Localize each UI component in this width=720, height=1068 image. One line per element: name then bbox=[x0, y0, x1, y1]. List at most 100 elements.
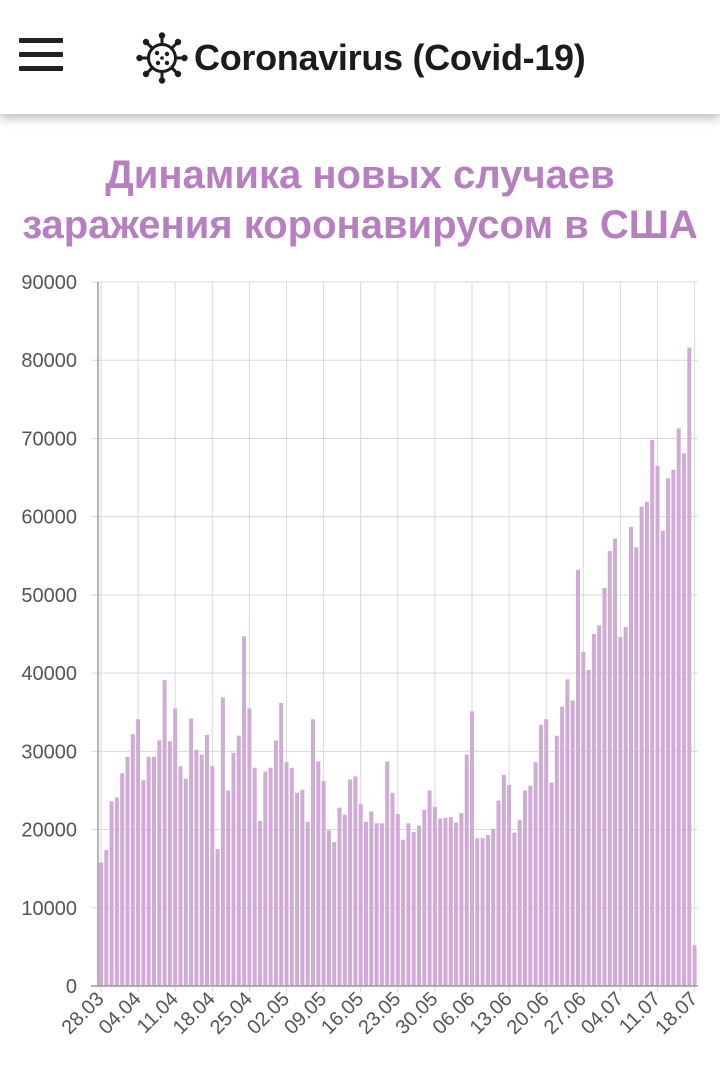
bar bbox=[152, 756, 156, 986]
bar bbox=[374, 823, 379, 986]
bar bbox=[353, 776, 358, 986]
bar bbox=[475, 838, 480, 986]
x-tick-label: 13.06 bbox=[466, 988, 517, 1039]
x-tick-label: 25.04 bbox=[206, 988, 257, 1039]
chart-title-line-2: заражения коронавирусом в США bbox=[22, 203, 698, 247]
bar bbox=[528, 785, 533, 986]
bar bbox=[321, 781, 326, 986]
bar bbox=[220, 697, 225, 986]
bar bbox=[210, 766, 215, 986]
bar bbox=[189, 718, 194, 986]
chart-title-line-1: Динамика новых случаев bbox=[105, 153, 615, 197]
bar bbox=[687, 347, 692, 986]
bar bbox=[242, 636, 247, 986]
bar bbox=[215, 849, 220, 986]
bar bbox=[422, 810, 427, 986]
bar bbox=[390, 792, 395, 986]
bar bbox=[337, 807, 342, 986]
x-tick-label: 04.07 bbox=[577, 988, 628, 1039]
bar bbox=[650, 440, 655, 986]
app-bar: Coronavirus (Covid-19) bbox=[0, 0, 720, 114]
x-tick-label: 18.07 bbox=[651, 988, 702, 1039]
bar bbox=[273, 740, 278, 986]
bar bbox=[565, 679, 570, 986]
bar bbox=[385, 761, 390, 986]
bar bbox=[226, 790, 231, 986]
bar bbox=[395, 813, 400, 986]
y-tick-label: 40000 bbox=[21, 663, 77, 685]
bar bbox=[591, 634, 596, 986]
bar bbox=[671, 469, 676, 986]
bar bbox=[300, 789, 305, 986]
bar bbox=[491, 828, 496, 986]
bar bbox=[549, 782, 554, 986]
app-title: Coronavirus (Covid-19) bbox=[194, 37, 586, 78]
bar bbox=[130, 734, 135, 986]
bar bbox=[295, 792, 300, 986]
y-tick-label: 10000 bbox=[21, 898, 77, 920]
bar bbox=[289, 767, 294, 986]
bar bbox=[501, 774, 506, 986]
bar bbox=[411, 831, 416, 986]
x-tick-label: 02.05 bbox=[243, 988, 294, 1039]
bar bbox=[358, 803, 363, 986]
bar bbox=[120, 773, 125, 986]
y-tick-label: 80000 bbox=[21, 350, 77, 372]
bar bbox=[644, 501, 649, 986]
bar bbox=[523, 790, 527, 986]
y-tick-label: 20000 bbox=[21, 820, 77, 842]
bar bbox=[623, 626, 628, 986]
bar bbox=[369, 811, 374, 986]
chart-title: Динамика новых случаев заражения коронав… bbox=[0, 150, 720, 250]
bar bbox=[311, 719, 315, 986]
bar bbox=[512, 832, 517, 986]
bar bbox=[136, 719, 141, 986]
bar bbox=[247, 708, 252, 986]
bar bbox=[639, 506, 644, 986]
y-tick-label: 50000 bbox=[21, 585, 77, 607]
app-brand[interactable]: Coronavirus (Covid-19) bbox=[136, 32, 586, 84]
bar bbox=[586, 669, 591, 986]
bar bbox=[401, 839, 406, 986]
bar bbox=[379, 823, 384, 986]
bar bbox=[268, 767, 273, 986]
bar bbox=[258, 820, 262, 986]
x-tick-label: 06.06 bbox=[429, 988, 480, 1039]
bar bbox=[316, 761, 321, 986]
bar bbox=[682, 453, 686, 987]
y-tick-label: 0 bbox=[66, 976, 77, 998]
bar bbox=[114, 797, 119, 986]
bar bbox=[263, 771, 268, 986]
bar bbox=[570, 700, 575, 986]
bar bbox=[629, 526, 633, 986]
bar bbox=[554, 735, 559, 986]
bar bbox=[167, 741, 172, 986]
y-tick-label: 90000 bbox=[21, 272, 77, 294]
bar bbox=[676, 428, 681, 987]
x-tick-label: 27.06 bbox=[540, 988, 591, 1039]
x-tick-label: 23.05 bbox=[354, 988, 405, 1039]
menu-icon[interactable] bbox=[19, 38, 63, 72]
virus-icon bbox=[136, 32, 188, 84]
bar bbox=[480, 838, 485, 986]
bar bbox=[507, 784, 512, 986]
bar bbox=[660, 530, 665, 986]
bar bbox=[597, 625, 602, 986]
bar bbox=[173, 708, 178, 986]
x-tick-label: 16.05 bbox=[317, 988, 368, 1039]
bar bbox=[279, 702, 284, 986]
bar bbox=[538, 724, 543, 986]
y-tick-label: 70000 bbox=[21, 428, 77, 450]
bar bbox=[284, 762, 289, 986]
bar bbox=[470, 711, 474, 986]
bar bbox=[666, 478, 671, 986]
x-tick-label: 18.04 bbox=[169, 988, 220, 1039]
bar bbox=[104, 849, 109, 986]
bar bbox=[427, 790, 432, 986]
bar bbox=[125, 756, 130, 986]
bar bbox=[655, 465, 660, 986]
bar bbox=[607, 551, 612, 986]
bar bbox=[231, 752, 236, 986]
y-tick-label: 30000 bbox=[21, 741, 77, 763]
